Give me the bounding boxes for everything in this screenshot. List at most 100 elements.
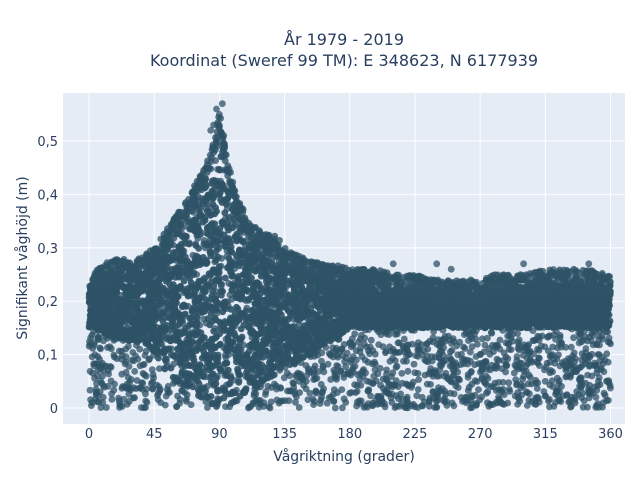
scatter-point [542, 392, 549, 400]
scatter-point [570, 334, 577, 342]
scatter-point [203, 224, 211, 232]
scatter-point [534, 379, 542, 387]
scatter-point [353, 402, 360, 410]
scatter-point [154, 392, 161, 399]
scatter-point [121, 318, 129, 326]
scatter-point [525, 397, 533, 404]
scatter-point [362, 402, 369, 410]
scatter-point [423, 340, 431, 347]
scatter-point [447, 348, 454, 356]
scatter-point [520, 372, 528, 380]
scatter-point [347, 389, 355, 396]
scatter-point [355, 338, 362, 346]
scatter-point [105, 370, 112, 378]
scatter-point [484, 334, 491, 342]
scatter-point [131, 394, 138, 402]
scatter-point [185, 240, 193, 248]
scatter-point [525, 371, 533, 379]
scatter-point [234, 343, 242, 350]
scatter-point [523, 388, 530, 396]
scatter-point [461, 331, 468, 338]
scatter-point [284, 387, 291, 395]
scatter-point [214, 244, 221, 252]
scatter-point [252, 390, 260, 398]
scatter-point [394, 339, 402, 347]
scatter-point [586, 389, 593, 396]
scatter-point [119, 383, 126, 390]
scatter-point [264, 382, 272, 390]
scatter-point [353, 381, 361, 389]
scatter-point [448, 362, 456, 369]
scatter-point [403, 357, 410, 365]
scatter-point [496, 336, 504, 344]
scatter-point [438, 339, 446, 347]
scatter-point [455, 375, 462, 383]
scatter-point [119, 283, 127, 291]
scatter-point [227, 390, 235, 398]
scatter-point [398, 370, 406, 377]
scatter-point [502, 361, 510, 368]
scatter-point [580, 397, 588, 405]
scatter-point [292, 398, 299, 406]
scatter-point [277, 384, 285, 392]
scatter-point [376, 364, 384, 372]
scatter-point [97, 345, 104, 353]
scatter-point [496, 398, 504, 406]
scatter-point [342, 363, 349, 371]
scatter-point [415, 376, 422, 383]
scatter-point [149, 385, 157, 393]
scatter-point [431, 404, 438, 411]
scatter-point [351, 362, 359, 370]
scatter-point [435, 350, 443, 358]
scatter-point [461, 345, 469, 352]
scatter-point [320, 368, 328, 376]
scatter-point [495, 357, 502, 364]
scatter-point [559, 392, 567, 400]
scatter-point [379, 375, 387, 383]
scatter-point [567, 343, 575, 351]
scatter-point [504, 355, 512, 363]
scatter-point [545, 333, 552, 340]
scatter-point [468, 335, 476, 343]
scatter-point [585, 363, 593, 370]
scatter-point [136, 345, 144, 353]
scatter-point [505, 385, 513, 393]
scatter-point [333, 389, 341, 396]
scatter-point [480, 378, 488, 386]
scatter-point [122, 358, 130, 366]
scatter-point [447, 389, 454, 397]
scatter-point [414, 370, 422, 377]
scatter-point [86, 338, 93, 346]
scatter-point [389, 369, 397, 377]
scatter-point [281, 397, 289, 405]
scatter-point [142, 397, 150, 405]
scatter-point [398, 395, 406, 403]
scatter-point [486, 350, 494, 358]
scatter-point [200, 284, 208, 292]
scatter-point [131, 368, 139, 375]
scatter-point [458, 355, 466, 363]
scatter-point [357, 370, 364, 378]
scatter-point [504, 399, 512, 407]
scatter-point [375, 341, 383, 348]
scatter-point [579, 389, 587, 397]
scatter-point [405, 341, 412, 349]
scatter-point [415, 345, 423, 353]
scatter-point [339, 404, 346, 412]
scatter-point [526, 347, 534, 355]
scatter-point [155, 383, 163, 390]
scatter-point [525, 341, 532, 348]
scatter-point [200, 240, 208, 248]
scatter-point [396, 402, 403, 410]
scatter-point [124, 342, 132, 350]
scatter-point [206, 249, 214, 257]
scatter-point [571, 355, 579, 362]
scatter-point [358, 331, 365, 339]
scatter-point [122, 369, 130, 376]
scatter-point [317, 380, 325, 388]
scatter-point [593, 402, 600, 410]
scatter-point [306, 368, 314, 376]
scatter-point [518, 360, 526, 367]
scatter-point [225, 380, 233, 388]
scatter-point [488, 329, 496, 337]
